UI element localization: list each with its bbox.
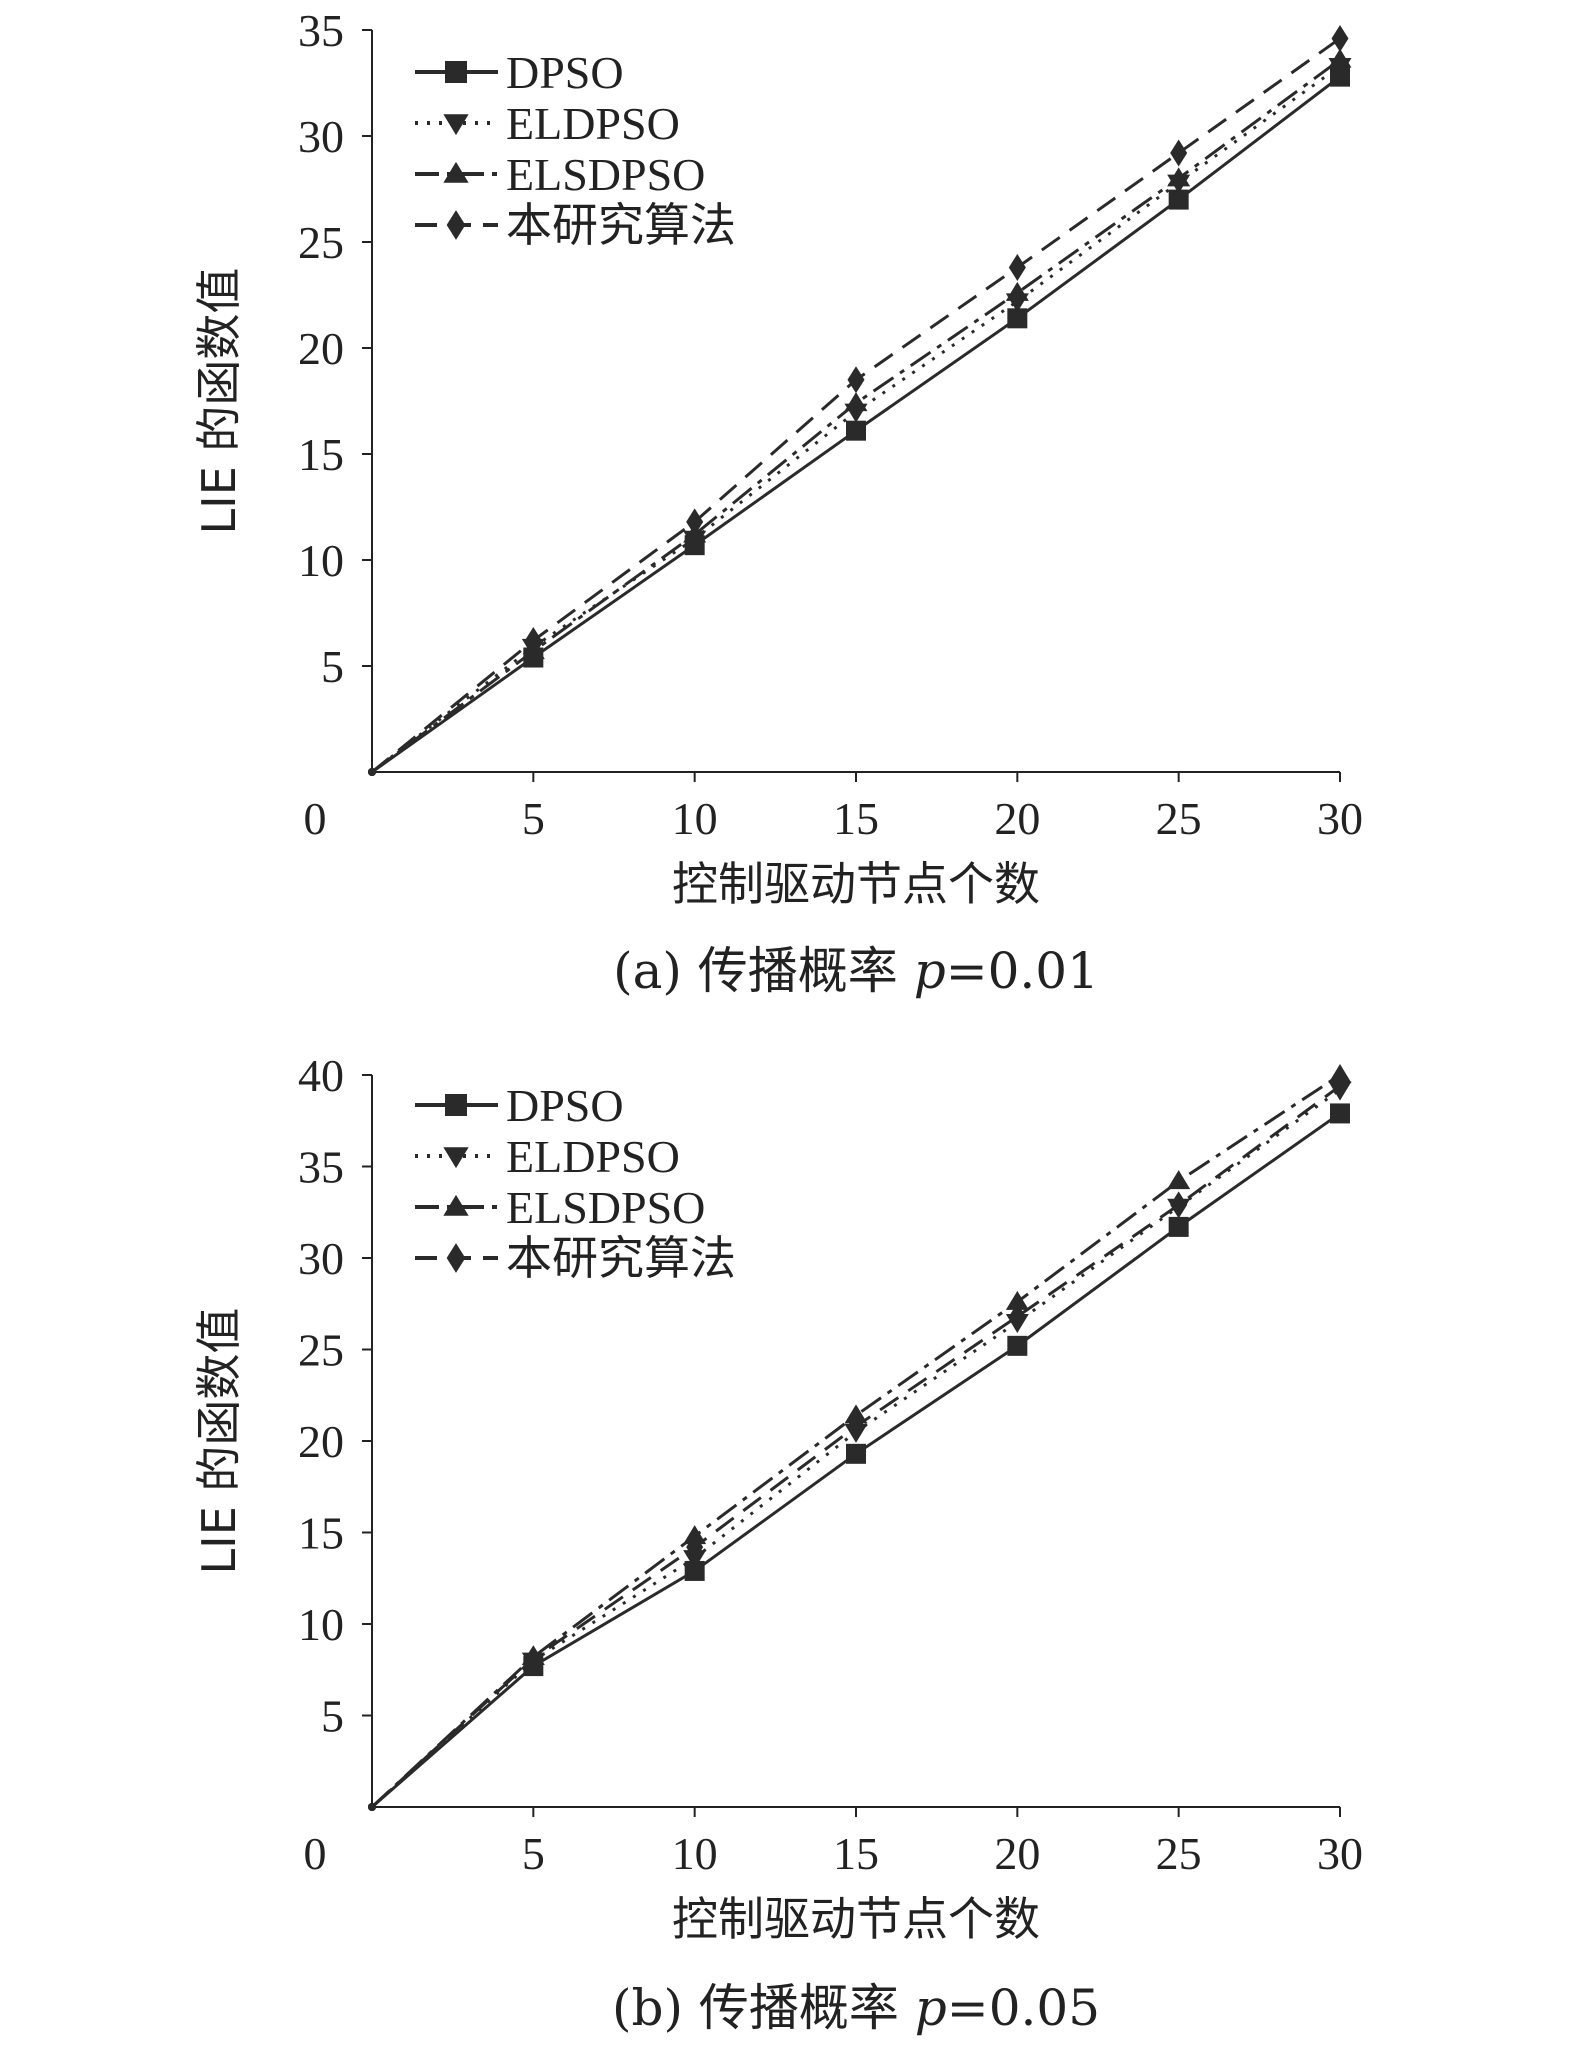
y-tick-label: 15 xyxy=(298,1508,344,1559)
data-point xyxy=(1170,139,1188,167)
data-point xyxy=(524,627,542,655)
data-point xyxy=(847,366,865,394)
x-tick-label: 20 xyxy=(994,1828,1040,1879)
x-tick-label: 15 xyxy=(833,793,879,844)
legend-label: ELDPSO xyxy=(506,98,680,149)
data-point xyxy=(1005,281,1029,301)
legend-triangle-up-icon xyxy=(443,161,469,183)
data-point xyxy=(1170,1191,1188,1219)
data-point xyxy=(684,1560,705,1581)
y-tick-label: 35 xyxy=(298,5,344,56)
y-tick-label: 25 xyxy=(298,217,344,268)
data-point xyxy=(1328,48,1352,68)
data-point xyxy=(1008,253,1026,281)
y-axis-label: LIE 的函数值 xyxy=(192,1308,246,1575)
legend-label: DPSO xyxy=(506,1080,624,1131)
legend-diamond-icon xyxy=(446,1243,466,1273)
data-point xyxy=(368,1803,376,1811)
x-tick-label: 25 xyxy=(1156,1828,1202,1879)
chart-caption: (a) 传播概率 p=0.01 xyxy=(613,942,1099,1000)
data-point xyxy=(846,420,866,441)
y-tick-label: 5 xyxy=(321,641,344,692)
y-tick-label: 5 xyxy=(321,1691,344,1742)
data-point xyxy=(847,1412,865,1440)
legend-triangle-up-icon xyxy=(443,1194,469,1216)
data-point xyxy=(368,768,376,776)
data-point xyxy=(1167,1170,1191,1190)
y-axis-label: LIE 的函数值 xyxy=(192,268,246,535)
caption-suffix: =0.05 xyxy=(947,1979,1100,2037)
series-4 xyxy=(368,1072,1349,1811)
caption-variable: p xyxy=(915,1979,947,2037)
data-point xyxy=(1005,1290,1029,1310)
x-tick-label: 10 xyxy=(672,1828,718,1879)
chart-panel-2: 5 10 15 20 25 30 35 40 5 10 15 20 25 30 0 控制驱动节点个数 LIE 的… xyxy=(192,1050,1363,2037)
y-tick-label: 20 xyxy=(298,1416,344,1467)
x-origin-label: 0 xyxy=(304,1828,327,1879)
y-tick-label: 10 xyxy=(298,1599,344,1650)
caption-prefix: (a) 传播概率 xyxy=(613,942,914,1000)
x-tick-label: 5 xyxy=(522,793,545,844)
data-point xyxy=(686,508,704,536)
y-tick-label: 30 xyxy=(298,111,344,162)
x-tick-label: 20 xyxy=(994,793,1040,844)
y-tick-label: 40 xyxy=(298,1050,344,1101)
y-tick-label: 30 xyxy=(298,1233,344,1284)
data-point xyxy=(524,1645,542,1673)
data-point xyxy=(1167,167,1191,187)
chart-panel-1: 5 10 15 20 25 30 35 5 10 15 20 25 30 0 控制驱动节点个数 LIE 的函数… xyxy=(192,5,1363,1000)
y-tick-label: 10 xyxy=(298,535,344,586)
y-tick-label: 15 xyxy=(298,429,344,480)
y-tick-label: 25 xyxy=(298,1325,344,1376)
x-tick-label: 10 xyxy=(672,793,718,844)
x-axis-label: 控制驱动节点个数 xyxy=(672,1892,1040,1946)
legend-label: DPSO xyxy=(506,47,624,98)
caption-suffix: =0.01 xyxy=(946,942,1099,1000)
data-point xyxy=(686,1533,704,1561)
x-tick-label: 30 xyxy=(1317,1828,1363,1879)
y-tick-label: 35 xyxy=(298,1142,344,1193)
legend-triangle-down-icon xyxy=(443,114,469,136)
x-tick-label: 30 xyxy=(1317,793,1363,844)
data-point xyxy=(1331,1072,1349,1100)
legend-label: ELSDPSO xyxy=(506,149,705,200)
data-point xyxy=(1331,24,1349,52)
y-tick-label: 20 xyxy=(298,323,344,374)
data-point xyxy=(1008,1303,1026,1331)
legend-label: 本研究算法 xyxy=(506,1233,736,1284)
legend-square-icon xyxy=(445,1094,467,1116)
x-axis-label: 控制驱动节点个数 xyxy=(672,857,1040,911)
legend-diamond-icon xyxy=(446,210,466,240)
data-point xyxy=(1168,1216,1189,1237)
x-tick-label: 5 xyxy=(522,1828,545,1879)
legend-label: 本研究算法 xyxy=(506,200,736,251)
x-tick-label: 25 xyxy=(1156,793,1202,844)
data-point xyxy=(1168,189,1189,210)
chart-caption: (b) 传播概率 p=0.05 xyxy=(612,1979,1100,2037)
caption-prefix: (b) 传播概率 xyxy=(612,1979,915,2037)
x-tick-label: 15 xyxy=(833,1828,879,1879)
data-point xyxy=(1007,1335,1028,1356)
data-point xyxy=(1007,308,1028,329)
caption-variable: p xyxy=(914,942,946,1000)
legend-triangle-down-icon xyxy=(443,1147,469,1169)
legend-label: ELSDPSO xyxy=(506,1182,705,1233)
legend-square-icon xyxy=(445,61,467,83)
data-point xyxy=(846,1443,866,1464)
legend-label: ELDPSO xyxy=(506,1131,680,1182)
x-origin-label: 0 xyxy=(304,793,327,844)
data-point xyxy=(844,392,868,412)
series-4 xyxy=(368,24,1349,776)
data-point xyxy=(1330,1103,1350,1124)
